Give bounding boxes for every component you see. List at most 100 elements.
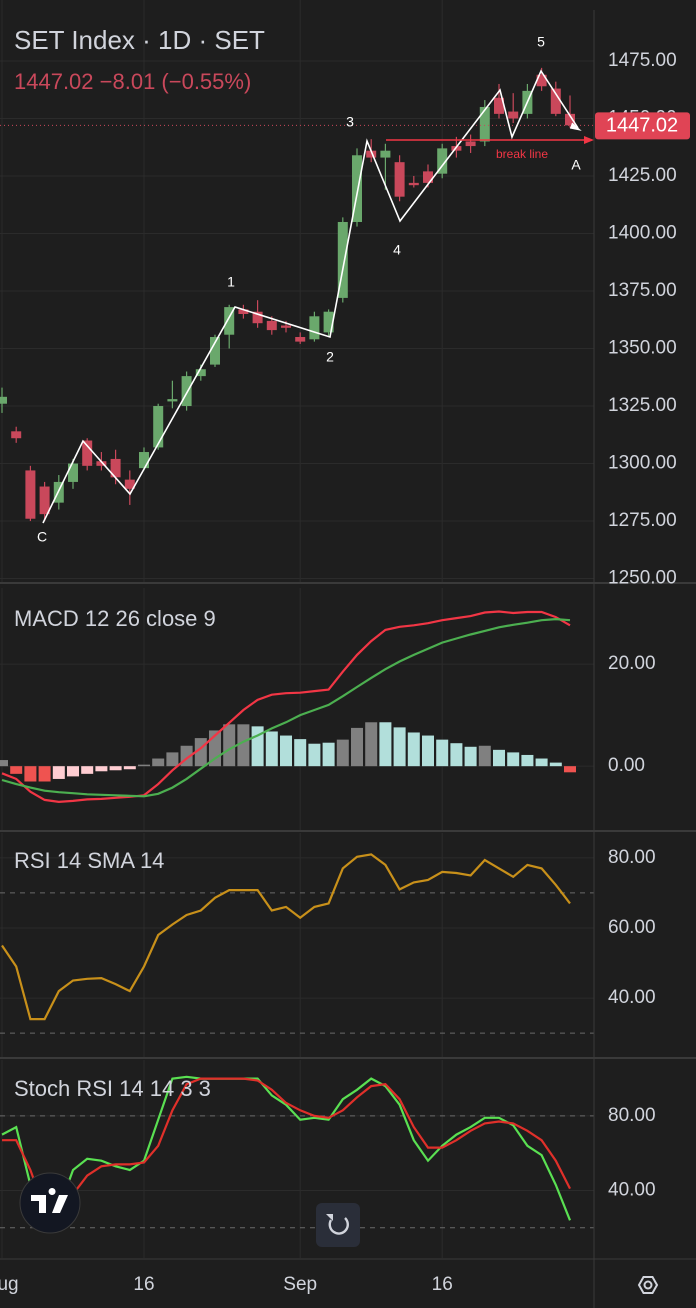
- candle-body: [394, 162, 405, 197]
- y-tick-label: 40.00: [608, 1180, 656, 1201]
- wave-label: 2: [326, 349, 334, 365]
- y-tick-label: 1250.00: [608, 568, 677, 589]
- candle-body: [508, 111, 519, 119]
- y-tick-label: 1275.00: [608, 510, 677, 531]
- y-tick-label: 1475.00: [608, 50, 677, 71]
- chart-title: SET Index · 1D · SET: [14, 25, 265, 55]
- wave-arrow: [569, 122, 582, 131]
- wave-label: 3: [346, 114, 354, 130]
- candle-body: [380, 150, 391, 158]
- histogram-bar: [152, 758, 165, 767]
- histogram-bar: [294, 739, 307, 767]
- x-tick-label: Sep: [283, 1274, 317, 1295]
- histogram-bar: [109, 766, 122, 771]
- y-tick-label: 0.00: [608, 755, 645, 776]
- candle-body: [494, 97, 504, 114]
- candle-body: [11, 431, 22, 439]
- wave-label: 1: [227, 274, 235, 290]
- wave-label: A: [571, 157, 581, 173]
- histogram-bar: [407, 732, 420, 767]
- y-tick-label: 1425.00: [608, 165, 677, 186]
- histogram-bar: [24, 766, 37, 782]
- candle-body: [25, 470, 36, 519]
- histogram-bar: [393, 727, 406, 767]
- candle-body: [153, 406, 164, 448]
- candle-body: [337, 221, 348, 298]
- candle-body: [82, 440, 93, 466]
- candle-body: [352, 155, 362, 222]
- histogram-bar: [67, 766, 79, 777]
- candle-body: [323, 311, 334, 333]
- candle-body: [210, 337, 220, 365]
- y-tick-label: 1350.00: [608, 338, 677, 359]
- wave-label: 4: [393, 242, 401, 258]
- candle-body: [224, 307, 235, 335]
- break-arrow: [584, 136, 594, 144]
- wave-label: C: [37, 529, 47, 545]
- series-line: [1, 610, 571, 804]
- candle-body: [550, 88, 561, 114]
- histogram-bar: [422, 735, 434, 767]
- candle-body: [366, 150, 377, 158]
- logo-circle[interactable]: [19, 1172, 81, 1234]
- histogram-bar: [308, 743, 321, 767]
- histogram-bar: [535, 758, 548, 767]
- candle-body: [281, 325, 291, 328]
- chart-subtitle: 1447.02 −8.01 (−0.55%): [14, 69, 251, 94]
- candle-body: [479, 106, 490, 142]
- histogram-bar: [521, 754, 534, 767]
- x-tick-label: 16: [432, 1274, 453, 1295]
- candle-body: [423, 171, 433, 183]
- histogram-bar: [38, 766, 51, 782]
- histogram-bar: [336, 739, 349, 767]
- candle-body: [238, 309, 249, 315]
- last-price-tag: [595, 112, 690, 140]
- histogram-bar: [237, 724, 250, 767]
- y-tick-label: 80.00: [608, 847, 656, 868]
- series-line: [2, 1077, 571, 1222]
- histogram-bar: [10, 766, 23, 774]
- histogram-bar: [95, 766, 108, 772]
- histogram-bar: [436, 739, 449, 767]
- frame: [0, 10, 696, 1308]
- histogram-bar: [351, 727, 363, 767]
- labels: SET Index · 1D · SET 1447.02 −8.01 (−0.55…: [0, 25, 690, 1295]
- y-tick-label: 1375.00: [608, 280, 677, 301]
- candle-body: [0, 396, 7, 404]
- histogram-bar: [493, 749, 505, 767]
- histogram-bar: [478, 745, 491, 767]
- histogram-bar: [138, 764, 150, 767]
- reset-icon-arrow: [326, 1214, 333, 1221]
- histogram-bar: [322, 742, 335, 767]
- settings-button[interactable]: [637, 1276, 659, 1294]
- reset-bg[interactable]: [316, 1203, 360, 1247]
- histogram-bar: [81, 766, 94, 774]
- tradingview-logo[interactable]: [19, 1172, 81, 1234]
- wave-label: 5: [537, 34, 545, 50]
- candle-body: [465, 141, 476, 147]
- candle-body: [68, 463, 78, 482]
- settings-icon[interactable]: [637, 1276, 659, 1294]
- reset-button[interactable]: [316, 1203, 360, 1247]
- y-tick-label: 1400.00: [608, 223, 677, 244]
- candle-body: [39, 486, 50, 515]
- histogram-bar: [549, 762, 562, 767]
- wave-line: [42, 69, 579, 524]
- series-line: [1, 853, 571, 1021]
- y-tick-label: 1325.00: [608, 395, 677, 416]
- histogram-bar: [265, 731, 278, 767]
- pane-title: RSI 14 SMA 14: [14, 848, 164, 873]
- candle-body: [167, 399, 178, 402]
- histogram-bar: [450, 743, 463, 767]
- histogram-bar: [223, 724, 236, 767]
- histogram-bar: [52, 766, 65, 779]
- candle-body: [195, 369, 206, 377]
- histogram-bar: [507, 752, 520, 767]
- histogram-bar: [365, 722, 378, 767]
- y-tick-label: 80.00: [608, 1105, 656, 1126]
- candle-body: [110, 458, 121, 478]
- series-line: [1, 1075, 572, 1233]
- histogram-bar: [123, 766, 136, 770]
